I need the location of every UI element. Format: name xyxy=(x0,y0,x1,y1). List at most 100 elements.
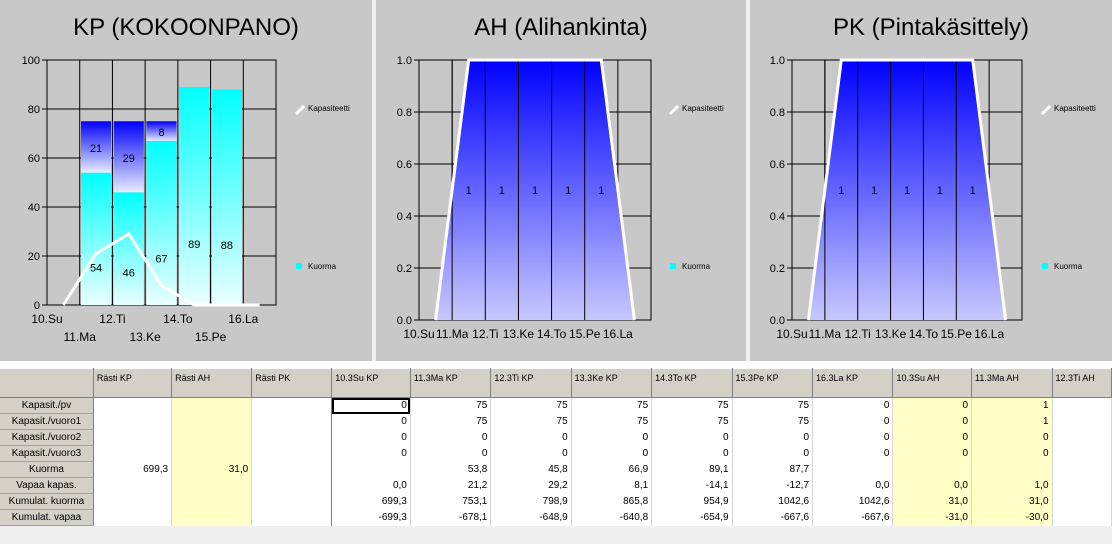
table-cell[interactable]: 1042,6 xyxy=(812,493,894,510)
table-cell[interactable]: 53,8 xyxy=(410,461,492,478)
table-cell[interactable]: 75 xyxy=(651,397,733,414)
table-cell[interactable] xyxy=(93,477,173,494)
table-cell[interactable]: 0 xyxy=(812,445,894,462)
table-cell[interactable]: 0 xyxy=(410,445,492,462)
table-cell[interactable]: 0 xyxy=(812,397,894,414)
table-cell[interactable] xyxy=(251,509,333,526)
table-cell[interactable]: 0 xyxy=(892,429,972,446)
column-header[interactable]: 11.3Ma AH xyxy=(971,368,1053,398)
table-cell[interactable] xyxy=(171,413,253,430)
table-cell[interactable] xyxy=(251,397,333,414)
table-cell[interactable]: -14,1 xyxy=(651,477,733,494)
table-cell[interactable]: 45,8 xyxy=(490,461,572,478)
table-cell[interactable]: 31,0 xyxy=(171,461,253,478)
table-cell[interactable]: 1 xyxy=(971,397,1053,414)
table-cell[interactable]: 0 xyxy=(732,445,814,462)
table-cell[interactable]: 0 xyxy=(971,445,1053,462)
row-header[interactable]: Kapasit./pv xyxy=(0,397,94,414)
corner-header[interactable] xyxy=(0,368,94,398)
table-cell[interactable] xyxy=(1052,477,1112,494)
row-header[interactable]: Kapasit./vuoro1 xyxy=(0,413,94,430)
table-cell[interactable]: 0 xyxy=(812,429,894,446)
table-cell[interactable]: 31,0 xyxy=(892,493,972,510)
table-cell[interactable]: 0 xyxy=(892,413,972,430)
table-cell[interactable] xyxy=(251,413,333,430)
table-cell[interactable]: 0,0 xyxy=(892,477,972,494)
table-cell[interactable] xyxy=(171,477,253,494)
column-header[interactable]: Rästi AH xyxy=(171,368,253,398)
table-cell[interactable]: 1,0 xyxy=(971,477,1053,494)
table-cell[interactable]: 75 xyxy=(732,413,814,430)
column-header[interactable]: 12.3Ti AH xyxy=(1052,368,1112,398)
table-cell[interactable]: 75 xyxy=(490,397,572,414)
table-cell[interactable] xyxy=(93,509,173,526)
row-header[interactable]: Kapasit./vuoro3 xyxy=(0,445,94,462)
table-cell[interactable] xyxy=(93,429,173,446)
table-cell[interactable]: -30,0 xyxy=(971,509,1053,526)
table-cell[interactable]: 0 xyxy=(331,445,411,462)
table-cell[interactable]: 0 xyxy=(490,429,572,446)
table-cell[interactable]: 0 xyxy=(892,445,972,462)
table-cell[interactable]: 0 xyxy=(490,445,572,462)
table-cell[interactable]: -654,9 xyxy=(651,509,733,526)
table-cell[interactable] xyxy=(171,509,253,526)
table-cell[interactable] xyxy=(93,413,173,430)
column-header[interactable]: 14.3To KP xyxy=(651,368,733,398)
table-cell[interactable] xyxy=(251,429,333,446)
table-cell[interactable]: 0 xyxy=(651,429,733,446)
column-header[interactable]: 11.3Ma KP xyxy=(410,368,492,398)
table-cell[interactable]: -640,8 xyxy=(571,509,653,526)
table-cell[interactable]: 75 xyxy=(651,413,733,430)
table-cell[interactable] xyxy=(171,429,253,446)
table-cell[interactable]: 0 xyxy=(571,445,653,462)
table-cell[interactable] xyxy=(892,461,972,478)
table-cell[interactable]: 0 xyxy=(732,429,814,446)
table-cell[interactable]: 0 xyxy=(892,397,972,414)
table-cell[interactable]: 89,1 xyxy=(651,461,733,478)
table-cell[interactable]: 0 xyxy=(812,413,894,430)
table-cell[interactable] xyxy=(1052,461,1112,478)
table-cell[interactable]: 1042,6 xyxy=(732,493,814,510)
row-header[interactable]: Kapasit./vuoro2 xyxy=(0,429,94,446)
table-cell[interactable]: 0 xyxy=(971,429,1053,446)
table-cell[interactable]: 75 xyxy=(410,397,492,414)
table-cell[interactable]: 0 xyxy=(331,413,411,430)
table-cell[interactable] xyxy=(171,493,253,510)
table-cell[interactable]: -31,0 xyxy=(892,509,972,526)
table-cell[interactable] xyxy=(251,477,333,494)
table-cell[interactable]: 699,3 xyxy=(93,461,173,478)
table-cell[interactable] xyxy=(251,461,333,478)
column-header[interactable]: 16.3La KP xyxy=(812,368,894,398)
column-header[interactable]: 10.3Su KP xyxy=(331,368,411,398)
table-cell[interactable] xyxy=(1052,493,1112,510)
table-cell[interactable]: 0 xyxy=(571,429,653,446)
table-cell[interactable] xyxy=(251,493,333,510)
table-cell[interactable]: 865,8 xyxy=(571,493,653,510)
column-header[interactable]: Rästi KP xyxy=(93,368,173,398)
table-cell[interactable]: 753,1 xyxy=(410,493,492,510)
table-cell[interactable] xyxy=(171,445,253,462)
table-cell[interactable] xyxy=(1052,397,1112,414)
table-cell[interactable]: 1 xyxy=(971,413,1053,430)
table-cell[interactable]: 0 xyxy=(651,445,733,462)
table-cell[interactable]: 0,0 xyxy=(812,477,894,494)
table-cell[interactable]: -648,9 xyxy=(490,509,572,526)
column-header[interactable]: 12.3Ti KP xyxy=(490,368,572,398)
table-cell[interactable]: 21,2 xyxy=(410,477,492,494)
table-cell[interactable]: 75 xyxy=(571,397,653,414)
table-cell[interactable]: 0,0 xyxy=(331,477,411,494)
table-cell[interactable]: 87,7 xyxy=(732,461,814,478)
table-cell[interactable] xyxy=(1052,413,1112,430)
table-cell[interactable]: 75 xyxy=(732,397,814,414)
table-cell[interactable]: 31,0 xyxy=(971,493,1053,510)
table-cell[interactable]: 75 xyxy=(410,413,492,430)
table-cell[interactable]: 75 xyxy=(571,413,653,430)
table-cell[interactable]: -667,6 xyxy=(812,509,894,526)
row-header[interactable]: Vapaa kapas. xyxy=(0,477,94,494)
column-header[interactable]: Rästi PK xyxy=(251,368,333,398)
table-cell[interactable] xyxy=(971,461,1053,478)
table-cell[interactable]: -678,1 xyxy=(410,509,492,526)
column-header[interactable]: 13.3Ke KP xyxy=(571,368,653,398)
column-header[interactable]: 15.3Pe KP xyxy=(732,368,814,398)
table-cell[interactable] xyxy=(331,461,411,478)
